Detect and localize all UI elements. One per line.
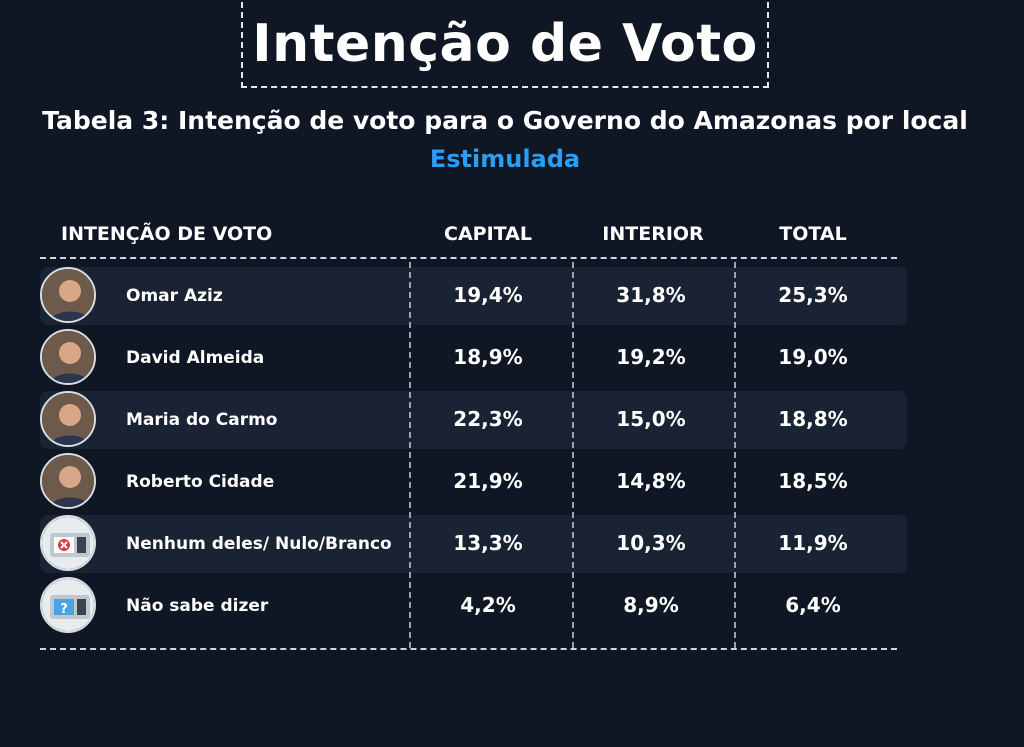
header-intencao: INTENÇÃO DE VOTO	[61, 223, 273, 245]
table-row: Nenhum deles/ Nulo/Branco 13,3% 10,3% 11,9%	[40, 515, 907, 573]
ballot-question-icon: ?	[40, 577, 96, 633]
table-row: David Almeida 18,9% 19,2% 19,0%	[40, 329, 907, 387]
value-total: 18,5%	[778, 469, 848, 493]
ballot-x-icon	[40, 515, 96, 571]
value-interior: 14,8%	[616, 469, 686, 493]
option-name: Roberto Cidade	[126, 472, 275, 492]
value-capital: 22,3%	[453, 407, 523, 431]
value-total: 6,4%	[785, 593, 841, 617]
option-name: David Almeida	[126, 348, 265, 368]
value-capital: 4,2%	[460, 593, 516, 617]
table-row: ? Não sabe dizer 4,2% 8,9% 6,4%	[40, 577, 907, 635]
value-capital: 13,3%	[453, 531, 523, 555]
value-interior: 19,2%	[616, 345, 686, 369]
value-total: 11,9%	[778, 531, 848, 555]
option-name: Omar Aziz	[126, 286, 223, 306]
svg-text:?: ?	[60, 602, 68, 617]
column-divider	[572, 262, 574, 648]
candidate-avatar	[40, 267, 96, 323]
table-row: Omar Aziz 19,4% 31,8% 25,3%	[40, 267, 907, 325]
value-total: 19,0%	[778, 345, 848, 369]
table-row: Roberto Cidade 21,9% 14,8% 18,5%	[40, 453, 907, 511]
candidate-avatar	[40, 329, 96, 385]
footer-divider	[40, 648, 897, 650]
table-subtitle: Tabela 3: Intenção de voto para o Govern…	[42, 106, 968, 135]
candidate-avatar	[40, 391, 96, 447]
value-capital: 19,4%	[453, 283, 523, 307]
title-box: Intenção de Voto	[241, 2, 769, 88]
table-row: Maria do Carmo 22,3% 15,0% 18,8%	[40, 391, 907, 449]
header-interior: INTERIOR	[602, 223, 704, 245]
table-type-label: Estimulada	[429, 145, 581, 173]
header-total: TOTAL	[779, 223, 847, 245]
value-interior: 15,0%	[616, 407, 686, 431]
value-capital: 18,9%	[453, 345, 523, 369]
column-divider	[409, 262, 411, 648]
option-name: Nenhum deles/ Nulo/Branco	[126, 534, 392, 554]
value-interior: 10,3%	[616, 531, 686, 555]
page-title: Intenção de Voto	[252, 14, 758, 74]
header-capital: CAPITAL	[444, 223, 532, 245]
value-interior: 8,9%	[623, 593, 679, 617]
option-name: Não sabe dizer	[126, 596, 269, 616]
value-capital: 21,9%	[453, 469, 523, 493]
option-name: Maria do Carmo	[126, 410, 278, 430]
candidate-avatar	[40, 453, 96, 509]
value-total: 25,3%	[778, 283, 848, 307]
value-total: 18,8%	[778, 407, 848, 431]
value-interior: 31,8%	[616, 283, 686, 307]
header-divider	[40, 257, 897, 259]
column-divider	[734, 262, 736, 648]
